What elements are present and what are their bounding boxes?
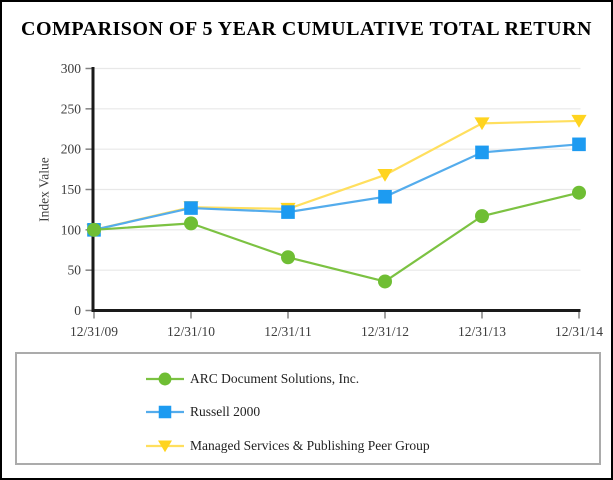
x-tick-label: 12/31/09 (70, 324, 118, 339)
legend-marker (158, 439, 172, 452)
triangle-marker-icon (146, 438, 184, 454)
data-point-managed-services-publishing-peer-group-12/31/12 (377, 168, 393, 182)
y-tick-label: 100 (61, 222, 82, 237)
plot-svg: 0 50 100 150 200 250 300 12/31/09 12/31/10 12/31/… (61, 61, 603, 339)
data-point-arc-document-solutions-inc-12/31/10 (184, 216, 198, 231)
series-line-arc-document-solutions-inc (93, 191, 580, 283)
square-marker-icon (146, 404, 184, 420)
data-point-russell-2000-12/31/10 (184, 201, 198, 215)
data-point-russell-2000-12/31/11 (281, 205, 295, 219)
legend-label: ARC Document Solutions, Inc. (190, 370, 360, 386)
x-tick-label: 12/31/10 (167, 324, 215, 339)
x-tick-label: 12/31/13 (458, 324, 506, 339)
data-point-russell-2000-12/31/12 (378, 189, 392, 204)
data-point-managed-services-publishing-peer-group-12/31/13 (474, 117, 490, 131)
legend-label: Managed Services & Publishing Peer Group (190, 437, 430, 453)
legend-box: ARC Document Solutions, Inc. Russell 200… (15, 352, 601, 465)
legend-swatch-svg (146, 405, 184, 419)
data-point-arc-document-solutions-inc-12/31/12 (378, 274, 392, 289)
y-tick-label: 0 (74, 303, 81, 318)
series-line-russell-2000 (93, 143, 580, 231)
data-point-arc-document-solutions-inc-12/31/09 (87, 222, 101, 237)
data-point-managed-services-publishing-peer-group-12/31/14 (571, 114, 587, 128)
chart-title: COMPARISON OF 5 YEAR CUMULATIVE TOTAL RE… (21, 18, 592, 40)
legend-swatch-svg (146, 372, 184, 385)
legend-label: Russell 2000 (190, 404, 261, 419)
y-tick-label: 150 (61, 182, 82, 197)
y-tick-label: 200 (61, 142, 82, 157)
legend-item-russell-2000: Russell 2000 (17, 404, 260, 421)
data-point-russell-2000-12/31/14 (572, 137, 586, 152)
legend-marker (158, 372, 172, 385)
data-point-russell-2000-12/31/13 (475, 145, 489, 160)
y-tick-label: 50 (68, 263, 82, 278)
x-tick-label: 12/31/11 (264, 324, 312, 339)
x-tick-label: 12/31/12 (361, 324, 409, 339)
circle-marker-icon (146, 371, 184, 387)
data-point-arc-document-solutions-inc-12/31/13 (475, 209, 489, 224)
data-point-arc-document-solutions-inc-12/31/14 (572, 185, 586, 200)
legend-item-peer-group: Managed Services & Publishing Peer Group (17, 437, 430, 454)
legend-item-arc: ARC Document Solutions, Inc. (17, 370, 359, 387)
legend-swatch-svg (146, 439, 184, 452)
legend-marker (158, 405, 172, 419)
y-tick-label: 300 (61, 61, 82, 76)
x-tick-label: 12/31/14 (555, 324, 603, 339)
y-tick-label: 250 (61, 101, 82, 116)
data-point-arc-document-solutions-inc-12/31/11 (281, 250, 295, 265)
